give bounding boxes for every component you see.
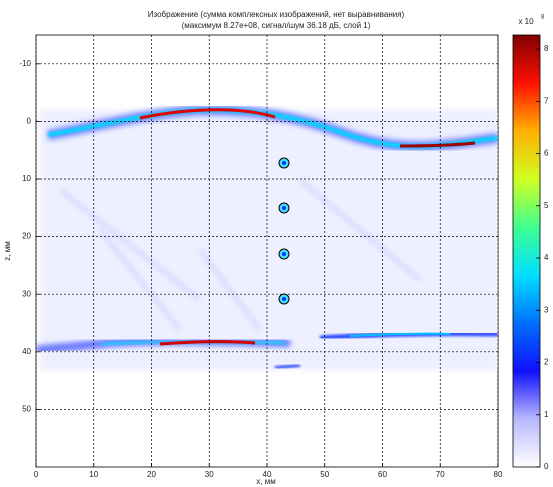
colorbar-tick-label: 8: [544, 44, 549, 53]
x-tick-label: 40: [263, 470, 272, 479]
x-tick-label: 30: [205, 470, 214, 479]
y-tick-label: 10: [22, 174, 31, 183]
colorbar-tick-label: 5: [544, 201, 549, 210]
chart-title: Изображение (сумма комплексных изображен…: [148, 10, 405, 19]
colorbar-tick-label: 2: [544, 358, 549, 367]
colorbar-tick-label: 4: [544, 253, 549, 262]
y-tick-label: 40: [22, 347, 31, 356]
y-tick-label: 20: [22, 232, 31, 241]
colorbar-scale-exponent: 8: [541, 15, 545, 21]
x-tick-label: 0: [34, 470, 39, 479]
y-tick-label: 30: [22, 289, 31, 298]
colorbar-tick-label: 7: [544, 96, 549, 105]
colorbar-tick-label: 0: [544, 462, 549, 471]
x-tick-label: 50: [320, 470, 329, 479]
x-tick-label: 70: [436, 470, 445, 479]
y-tick-label: -10: [19, 59, 31, 68]
chart: Изображение (сумма комплексных изображен…: [0, 0, 553, 487]
colorbar-tick-label: 1: [544, 410, 549, 419]
x-tick-label: 80: [494, 470, 503, 479]
colorbar-tick-label: 3: [544, 305, 549, 314]
colorbar: [513, 35, 540, 467]
x-tick-label: 20: [147, 470, 156, 479]
y-tick-label: 50: [22, 405, 31, 414]
y-axis-label: z, мм: [3, 241, 12, 260]
x-tick-label: 10: [89, 470, 98, 479]
colorbar-scale-label: x 10: [518, 17, 534, 26]
colorbar-tick-label: 6: [544, 149, 549, 158]
x-tick-label: 60: [378, 470, 387, 479]
chart-subtitle: (максимум 8.27e+08, сигнал/шум 36.18 дБ,…: [182, 21, 371, 30]
y-tick-label: 0: [27, 117, 32, 126]
